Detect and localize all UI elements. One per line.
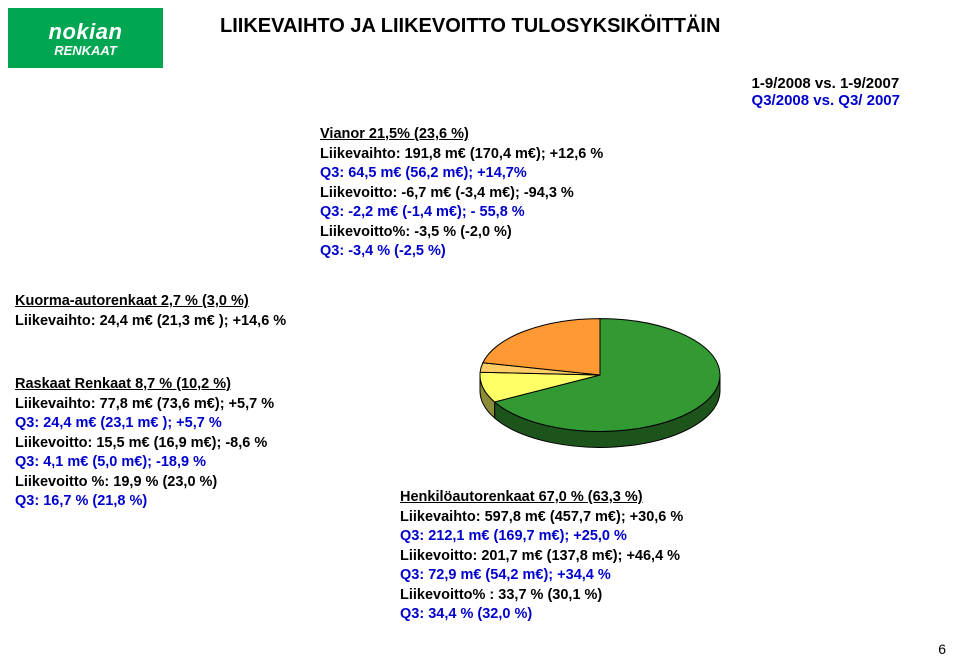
vianor-l7: Q3: -3,4 % (-2,5 %) [320, 242, 603, 262]
vianor-l5: Q3: -2,2 m€ (-1,4 m€); - 55,8 % [320, 203, 603, 223]
period-line1: 1-9/2008 vs. 1-9/2007 [752, 75, 900, 92]
brand-logo: nokian RENKAAT [8, 8, 163, 68]
raskaat-l5: Q3: 4,1 m€ (5,0 m€); -18,9 % [15, 453, 274, 473]
pie-chart [440, 270, 760, 480]
henkilo-l3: Q3: 212,1 m€ (169,7 m€); +25,0 % [400, 527, 683, 547]
vianor-block: Vianor 21,5% (23,6 %) Liikevaihto: 191,8… [320, 125, 603, 262]
kuorma-block: Kuorma-autorenkaat 2,7 % (3,0 %) Liikeva… [15, 292, 286, 331]
vianor-l4: Liikevoitto: -6,7 m€ (-3,4 m€); -94,3 % [320, 184, 603, 204]
raskaat-block: Raskaat Renkaat 8,7 % (10,2 %) Liikevaih… [15, 375, 274, 512]
period-line2: Q3/2008 vs. Q3/ 2007 [752, 92, 900, 109]
henkilo-block: Henkilöautorenkaat 67,0 % (63,3 %) Liike… [400, 488, 683, 625]
raskaat-l2: Liikevaihto: 77,8 m€ (73,6 m€); +5,7 % [15, 395, 274, 415]
henkilo-l5: Q3: 72,9 m€ (54,2 m€); +34,4 % [400, 566, 683, 586]
vianor-l3: Q3: 64,5 m€ (56,2 m€); +14,7% [320, 164, 603, 184]
vianor-head: Vianor 21,5% (23,6 %) [320, 126, 469, 142]
henkilo-head: Henkilöautorenkaat 67,0 % (63,3 %) [400, 489, 643, 505]
kuorma-l2: Liikevaihto: 24,4 m€ (21,3 m€ ); +14,6 % [15, 312, 286, 332]
brand-sub: RENKAAT [54, 43, 117, 58]
raskaat-l4: Liikevoitto: 15,5 m€ (16,9 m€); -8,6 % [15, 434, 274, 454]
page-title: LIIKEVAIHTO JA LIIKEVOITTO TULOSYKSIKÖIT… [220, 15, 720, 38]
brand-name: nokian [49, 19, 123, 45]
kuorma-head: Kuorma-autorenkaat 2,7 % (3,0 %) [15, 293, 249, 309]
raskaat-l3: Q3: 24,4 m€ (23,1 m€ ); +5,7 % [15, 414, 274, 434]
raskaat-l6: Liikevoitto %: 19,9 % (23,0 %) [15, 473, 274, 493]
henkilo-l6: Liikevoitto% : 33,7 % (30,1 %) [400, 586, 683, 606]
henkilo-l4: Liikevoitto: 201,7 m€ (137,8 m€); +46,4 … [400, 547, 683, 567]
henkilo-l2: Liikevaihto: 597,8 m€ (457,7 m€); +30,6 … [400, 508, 683, 528]
period-box: 1-9/2008 vs. 1-9/2007 Q3/2008 vs. Q3/ 20… [752, 75, 900, 109]
page-number: 6 [938, 641, 946, 657]
vianor-l2: Liikevaihto: 191,8 m€ (170,4 m€); +12,6 … [320, 145, 603, 165]
pie-svg [440, 270, 760, 480]
vianor-l6: Liikevoitto%: -3,5 % (-2,0 %) [320, 223, 603, 243]
raskaat-head: Raskaat Renkaat 8,7 % (10,2 %) [15, 376, 231, 392]
raskaat-l7: Q3: 16,7 % (21,8 %) [15, 492, 274, 512]
henkilo-l7: Q3: 34,4 % (32,0 %) [400, 605, 683, 625]
